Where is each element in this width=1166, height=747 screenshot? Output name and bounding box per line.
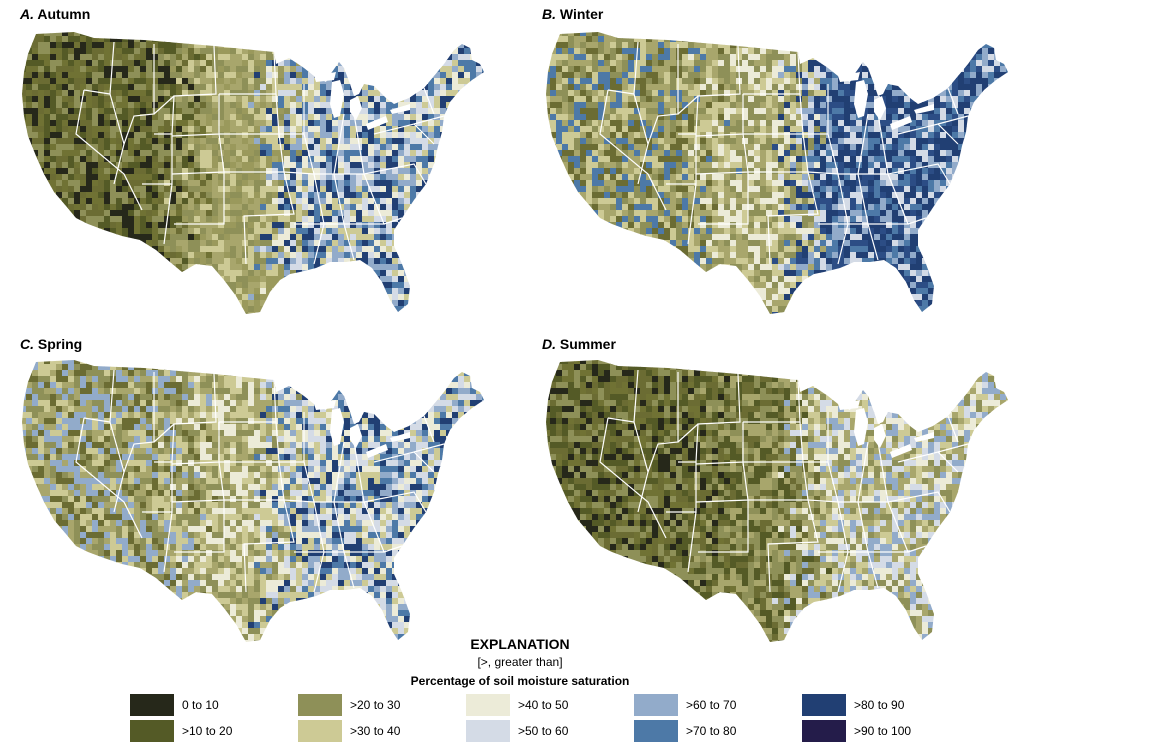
panel-letter: B.: [542, 6, 556, 22]
explanation-heading: Percentage of soil moisture saturation: [410, 674, 630, 688]
legend-label: 0 to 10: [182, 698, 219, 712]
panel-letter: A.: [20, 6, 34, 22]
great-lakes: [838, 72, 934, 130]
panel-season: Spring: [37, 336, 83, 352]
panel-title-summer: D. Summer: [542, 336, 616, 352]
map-spring: [22, 360, 484, 642]
legend-swatch: [802, 720, 846, 742]
legend-label: >80 to 90: [854, 698, 905, 712]
map-autumn: [22, 32, 484, 314]
saturation-fill: [22, 32, 484, 314]
map-winter: [546, 32, 1008, 314]
state-boundaries: [75, 369, 445, 593]
legend-label: >10 to 20: [182, 724, 233, 738]
legend-label: >30 to 40: [350, 724, 401, 738]
panel-title-spring: C. Spring: [20, 336, 82, 352]
explanation-title: EXPLANATION: [470, 636, 570, 652]
state-boundaries: [599, 41, 969, 265]
saturation-fill: [546, 360, 1008, 642]
legend-swatch: [298, 694, 342, 716]
legend-swatch: [130, 720, 174, 742]
legend-label: >20 to 30: [350, 698, 401, 712]
legend-swatch: [466, 694, 510, 716]
panel-title-autumn: A. Autumn: [20, 6, 90, 22]
legend-label: >70 to 80: [686, 724, 737, 738]
legend-swatch: [634, 694, 678, 716]
legend-swatch: [802, 694, 846, 716]
explanation-note: [>, greater than]: [477, 655, 563, 669]
panel-letter: D.: [542, 336, 556, 352]
panel-letter: C.: [20, 336, 34, 352]
legend-label: >50 to 60: [518, 724, 569, 738]
saturation-fill: [546, 32, 1008, 314]
legend-swatch: [466, 720, 510, 742]
legend-label: >40 to 50: [518, 698, 569, 712]
legend-swatch: [130, 694, 174, 716]
legend-label: >90 to 100: [854, 724, 912, 738]
panel-season: Autumn: [37, 6, 91, 22]
great-lakes: [314, 72, 410, 130]
map-summer: [546, 360, 1008, 642]
great-lakes: [314, 400, 410, 458]
legend-label: >60 to 70: [686, 698, 737, 712]
panel-title-winter: B. Winter: [542, 6, 603, 22]
state-boundaries: [599, 369, 969, 593]
legend-swatch: [298, 720, 342, 742]
panel-season: Winter: [559, 6, 604, 22]
saturation-fill: [22, 360, 484, 642]
panel-season: Summer: [559, 336, 616, 352]
state-boundaries: [75, 41, 445, 265]
legend-swatch: [634, 720, 678, 742]
great-lakes: [838, 400, 934, 458]
